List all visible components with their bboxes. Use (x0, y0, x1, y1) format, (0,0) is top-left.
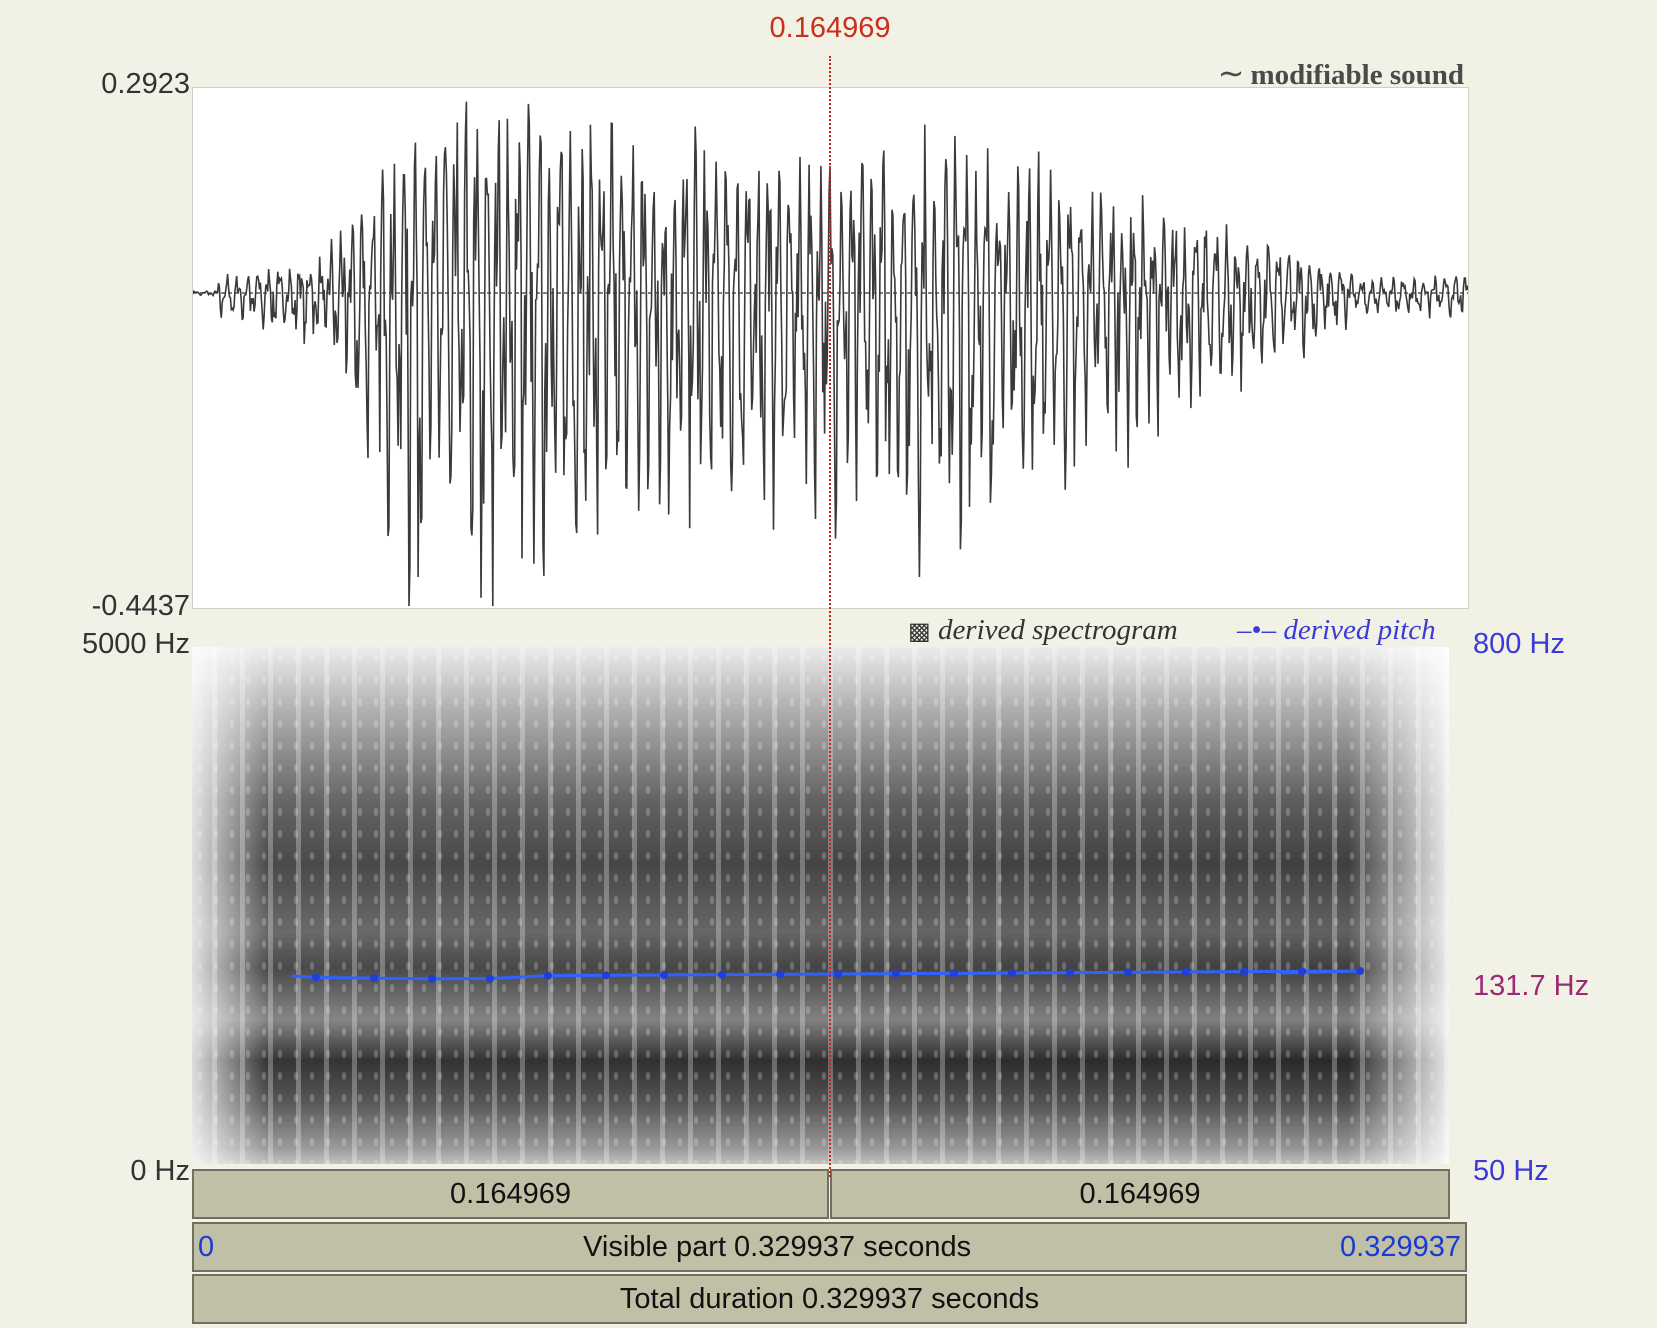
pitch-point (1298, 967, 1306, 976)
pitch-point (602, 971, 610, 980)
spectrogram-panel[interactable] (192, 647, 1449, 1164)
visible-start-label: 0 (198, 1230, 215, 1263)
visible-end-label: 0.329937 (1340, 1230, 1461, 1263)
pitch-points (312, 967, 1364, 983)
left-segment-bar[interactable]: 0.164969 (192, 1169, 829, 1219)
pitch-point (1124, 968, 1132, 977)
spectrogram-legend-text: derived spectrogram (937, 614, 1178, 646)
waveform-title-text: modifiable sound (1250, 59, 1464, 91)
visible-part-label: Visible part 0.329937 seconds (583, 1230, 972, 1263)
pitch-point (370, 974, 378, 983)
waveform-y-max: 0.2923 (101, 68, 190, 100)
pitch-point (1066, 968, 1074, 977)
pitch-point (718, 970, 726, 979)
pitch-point (950, 969, 958, 978)
pitch-point (1240, 967, 1248, 976)
pitch-point (1008, 969, 1016, 977)
pitch-point (892, 969, 900, 978)
pitch-point (1356, 967, 1364, 975)
checker-square-icon: ▩ (908, 619, 931, 645)
spectrogram-freq-min: 0 Hz (130, 1155, 190, 1187)
tilde-icon: ∼ (1217, 55, 1245, 91)
cursor-line[interactable] (829, 56, 831, 1177)
pitch-point (312, 973, 320, 982)
left-segment-label: 0.164969 (450, 1177, 571, 1210)
total-duration-bar[interactable]: Total duration 0.329937 seconds (192, 1274, 1467, 1324)
total-duration-label: Total duration 0.329937 seconds (619, 1282, 1040, 1315)
spectrogram-freq-max: 5000 Hz (81, 628, 190, 660)
waveform-y-min: -0.4437 (91, 590, 190, 622)
spectrogram-legend: ▩ derived spectrogram (908, 614, 1178, 647)
pitch-point (834, 970, 842, 978)
pitch-point (1182, 968, 1190, 976)
pitch-legend-text: derived pitch (1283, 614, 1436, 646)
pitch-point (776, 970, 784, 979)
pitch-point (660, 971, 668, 979)
spectrogram-plot (192, 647, 1449, 1164)
pitch-point (486, 974, 494, 983)
dot-line-icon: –•– (1237, 614, 1277, 646)
pitch-min-label: 50 Hz (1473, 1155, 1549, 1187)
pitch-max-label: 800 Hz (1473, 628, 1565, 660)
pitch-cursor-value: 131.7 Hz (1473, 970, 1590, 1002)
waveform-title: ∼ modifiable sound (1218, 54, 1464, 92)
right-segment-bar[interactable]: 0.164969 (830, 1169, 1450, 1219)
pitch-point (428, 974, 436, 983)
right-segment-label: 0.164969 (1079, 1177, 1201, 1210)
pitch-legend: –•– derived pitch (1237, 614, 1436, 647)
pitch-point (544, 971, 552, 980)
cursor-time-label: 0.164969 (769, 12, 891, 44)
visible-part-bar[interactable]: 0 Visible part 0.329937 seconds 0.329937 (192, 1222, 1467, 1272)
